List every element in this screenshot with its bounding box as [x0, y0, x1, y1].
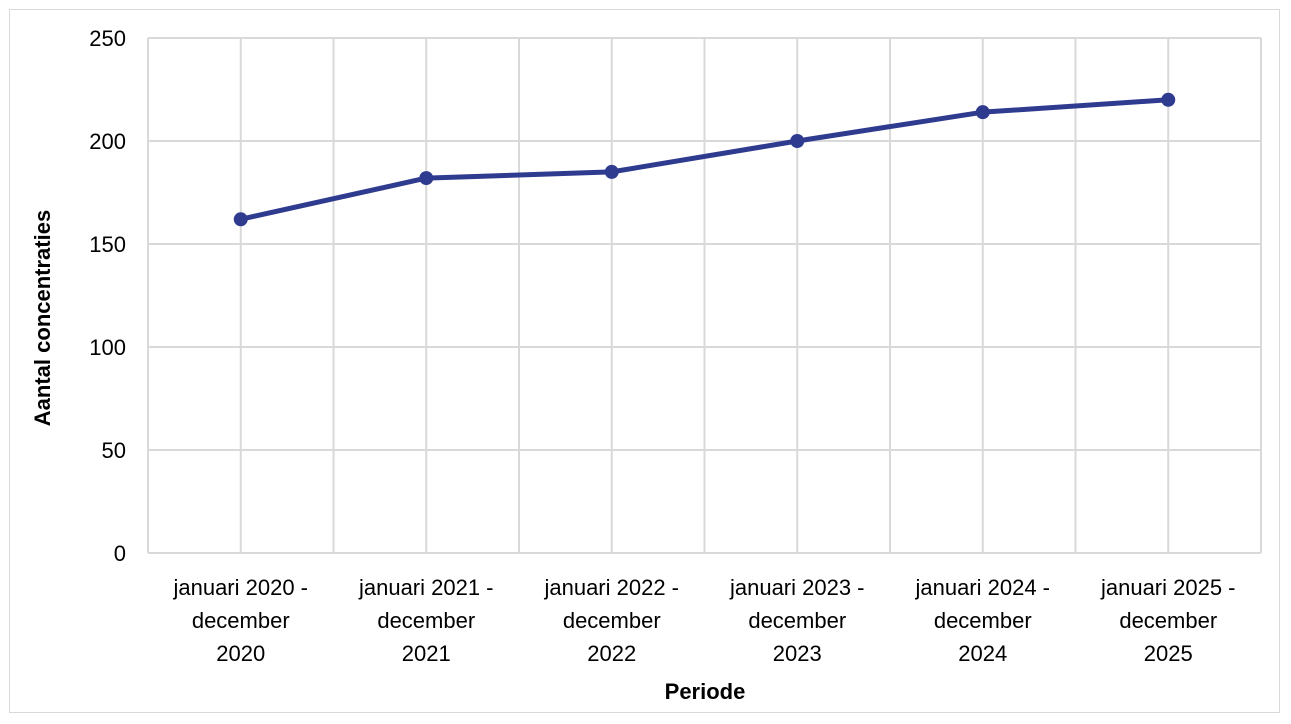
y-tick-label: 150 — [89, 232, 126, 257]
y-tick-label: 200 — [89, 129, 126, 154]
x-tick-label: januari 2022 -december 2022 — [543, 575, 679, 666]
data-point — [604, 164, 619, 179]
y-tick-label: 50 — [102, 438, 126, 463]
data-point — [233, 212, 248, 227]
series-group — [233, 92, 1176, 227]
data-point — [419, 171, 434, 186]
data-point — [975, 105, 990, 120]
data-point — [1161, 92, 1176, 107]
x-tick-label: januari 2024 -december 2024 — [914, 575, 1050, 666]
x-tick-label: januari 2023 -december 2023 — [729, 575, 865, 666]
y-tick-label: 0 — [114, 541, 126, 566]
y-tick-label: 100 — [89, 335, 126, 360]
data-point — [790, 134, 805, 148]
y-tick-labels: 0 50 100 150 200 250 — [89, 26, 126, 566]
x-tick-label: januari 2025 -december 2025 — [1100, 575, 1236, 666]
y-tick-label: 250 — [89, 26, 126, 51]
x-tick-label: januari 2020 -december 2020 — [172, 575, 308, 666]
x-tick-label: januari 2021 -december 2021 — [358, 575, 494, 666]
chart-frame — [9, 9, 1280, 713]
x-tick-labels: januari 2020 -december 2020 januari 2021 -… — [172, 575, 1235, 666]
y-axis-title: Aantal concentraties — [30, 210, 55, 426]
series-line — [240, 97, 1169, 222]
gridlines — [147, 37, 1262, 554]
x-axis-title: Periode — [665, 679, 746, 704]
